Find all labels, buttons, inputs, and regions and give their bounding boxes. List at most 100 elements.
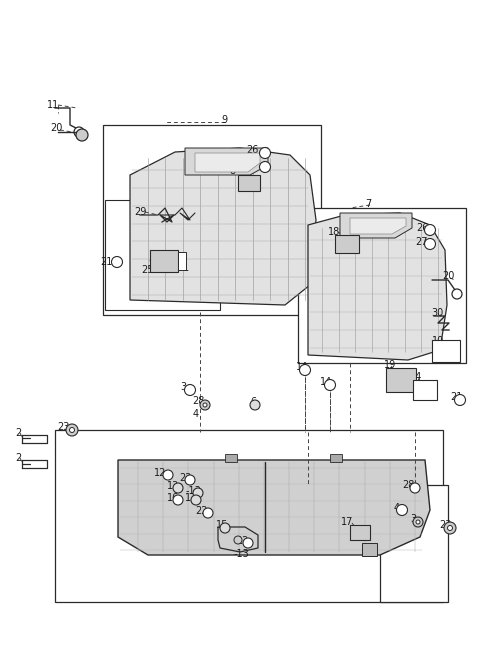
Circle shape [234, 536, 242, 544]
Polygon shape [308, 213, 447, 360]
Bar [335, 235, 359, 253]
Text: 11: 11 [47, 100, 59, 110]
Text: 12: 12 [154, 468, 166, 478]
Text: 16: 16 [167, 493, 179, 503]
Text: 21: 21 [450, 392, 462, 402]
Text: 29: 29 [134, 207, 146, 217]
Circle shape [413, 517, 423, 527]
Circle shape [424, 224, 435, 236]
Bar [380, 485, 448, 602]
Text: 20: 20 [442, 271, 454, 281]
Polygon shape [185, 148, 268, 175]
Circle shape [260, 161, 271, 173]
Text: 3: 3 [410, 514, 416, 524]
Text: 4: 4 [394, 503, 400, 513]
Bar [150, 250, 178, 272]
Text: 22: 22 [196, 506, 208, 516]
Circle shape [452, 289, 462, 299]
Bar [238, 175, 260, 191]
Circle shape [424, 239, 435, 249]
Text: 27: 27 [416, 237, 428, 247]
Text: 10: 10 [432, 336, 444, 346]
Circle shape [200, 400, 210, 410]
Polygon shape [340, 213, 412, 238]
Text: 15: 15 [216, 520, 228, 530]
Text: 1: 1 [183, 263, 189, 273]
Text: 7: 7 [365, 199, 371, 209]
Polygon shape [118, 460, 430, 555]
Bar [413, 380, 437, 400]
Bar [362, 543, 377, 556]
Bar [298, 208, 466, 363]
Text: 14: 14 [320, 377, 332, 387]
Text: 28: 28 [192, 396, 204, 406]
Bar [178, 252, 186, 270]
Text: 6: 6 [250, 397, 256, 407]
Bar [386, 368, 416, 392]
Circle shape [260, 148, 271, 159]
Circle shape [444, 522, 456, 534]
Polygon shape [130, 148, 316, 305]
Circle shape [220, 523, 230, 533]
Circle shape [111, 256, 122, 268]
Text: 20: 20 [50, 123, 62, 133]
Circle shape [447, 525, 453, 531]
Text: 8: 8 [229, 166, 235, 176]
Circle shape [163, 470, 173, 480]
Circle shape [250, 400, 260, 410]
Circle shape [173, 495, 183, 505]
Text: 2: 2 [15, 428, 21, 438]
Circle shape [185, 475, 195, 485]
Text: 9: 9 [221, 115, 227, 125]
Text: 12: 12 [237, 536, 249, 546]
Text: 4: 4 [193, 409, 199, 419]
Text: -13: -13 [185, 486, 201, 496]
Text: 27: 27 [246, 159, 258, 169]
Bar [55, 430, 443, 602]
Bar [350, 525, 370, 540]
Bar [330, 454, 342, 462]
Text: 26: 26 [416, 223, 428, 233]
Text: 30: 30 [431, 308, 443, 318]
Text: 21: 21 [100, 257, 112, 267]
Text: 22: 22 [180, 473, 192, 483]
Circle shape [410, 483, 420, 493]
Circle shape [193, 488, 203, 498]
Text: 18: 18 [328, 227, 340, 237]
Circle shape [173, 483, 183, 493]
Text: 23: 23 [57, 422, 69, 432]
Circle shape [396, 504, 408, 516]
Circle shape [243, 538, 253, 548]
Polygon shape [350, 218, 406, 234]
Circle shape [66, 424, 78, 436]
Text: 24: 24 [409, 372, 421, 382]
Text: 2: 2 [15, 453, 21, 463]
Text: 3: 3 [180, 382, 186, 392]
Text: 26: 26 [246, 145, 258, 155]
Bar [432, 340, 460, 362]
Text: 14: 14 [296, 362, 308, 372]
Circle shape [70, 428, 74, 432]
Circle shape [455, 394, 466, 405]
Bar [105, 200, 220, 310]
Text: 13: 13 [167, 481, 179, 491]
Circle shape [203, 403, 207, 407]
Polygon shape [195, 153, 260, 172]
Bar [103, 125, 321, 315]
Text: 17: 17 [341, 517, 353, 527]
Text: 25: 25 [142, 265, 154, 275]
Circle shape [324, 380, 336, 390]
Circle shape [300, 365, 311, 375]
Circle shape [76, 129, 88, 141]
Circle shape [416, 520, 420, 524]
Text: 23: 23 [439, 520, 451, 530]
Text: 28: 28 [402, 480, 414, 490]
Text: 19: 19 [384, 360, 396, 370]
Circle shape [191, 495, 201, 505]
Circle shape [74, 127, 84, 137]
Text: -13: -13 [233, 549, 249, 559]
Circle shape [203, 508, 213, 518]
Circle shape [184, 384, 195, 396]
Bar [225, 454, 237, 462]
Text: 13: 13 [185, 493, 197, 503]
